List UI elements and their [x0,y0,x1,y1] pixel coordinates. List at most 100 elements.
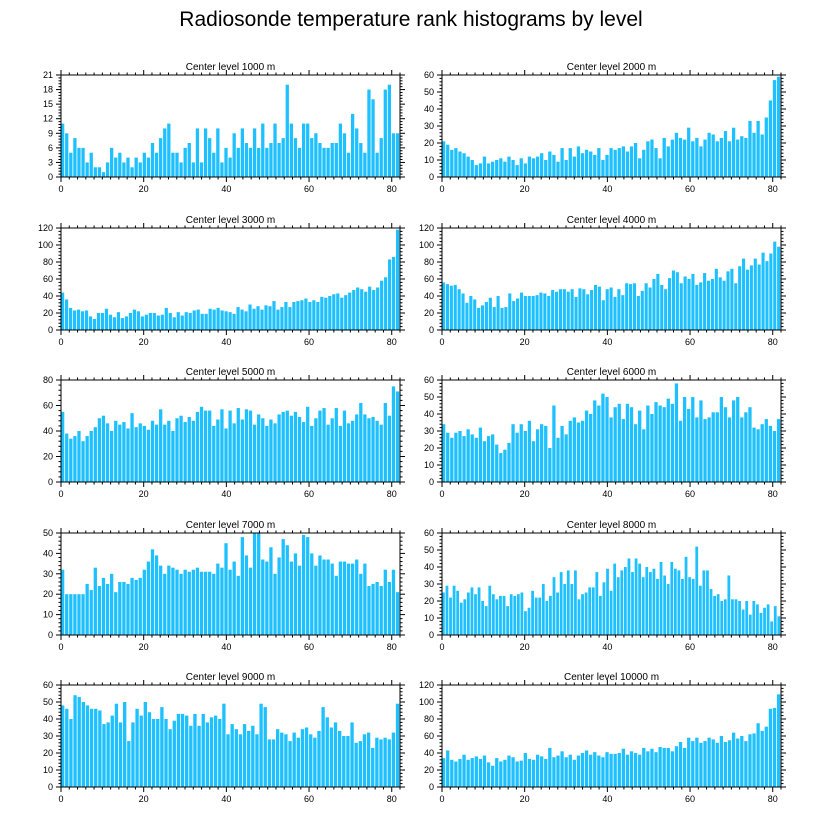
bar [148,313,152,330]
panel-title: Center level 10000 m [564,672,659,683]
bar [366,732,371,787]
bar [160,314,164,330]
bar [208,308,212,330]
bar [312,300,316,330]
bar [591,587,595,635]
y-tick-label: 0 [429,172,434,182]
bar [96,313,101,330]
bar [212,309,216,330]
bar [167,123,171,177]
bar [638,158,642,177]
bar [640,290,644,330]
bar [638,754,642,787]
bar [548,151,552,177]
bar [691,578,695,635]
chart-panel-3: Center level 3000 m 0 20 40 60 80 0 20 40 60 80 100… [38,215,405,347]
y-tick-label: 60 [424,528,434,538]
bar [391,732,396,787]
y-tick-label: 18 [43,85,53,95]
bar [199,571,204,635]
panel-title: Center level 2000 m [567,62,657,73]
bar [711,739,715,787]
bar [263,707,267,787]
bar [699,282,703,330]
bar [499,453,503,482]
bar [703,139,707,177]
bar [116,312,121,330]
bar [346,152,351,177]
bar [454,148,458,177]
bar [625,403,630,482]
chart-panel-5: Center level 5000 m 0 20 40 60 80 0 20 40 60 80 [43,367,405,499]
bar [77,696,81,787]
bar [744,137,748,177]
bar [150,143,155,177]
bar [527,607,531,635]
bar [650,748,654,787]
y-tick-label: 30 [43,569,53,579]
bar [566,291,570,330]
bar [740,417,744,482]
bar [662,137,666,177]
bar [334,143,338,177]
bar [477,307,481,330]
bar [105,584,110,635]
x-tick-label: 80 [387,794,397,804]
bar [613,296,617,330]
x-tick-label: 20 [139,794,149,804]
bar [442,424,446,482]
bar [442,758,446,787]
bar [273,123,277,177]
bar [535,429,540,482]
bar [473,299,477,330]
bar [703,273,707,330]
bar [101,415,106,482]
y-tick-label: 120 [419,680,434,690]
bar [645,567,649,635]
bar [296,737,300,787]
bar [301,535,306,635]
bar [292,301,296,330]
bar [691,273,695,330]
bar [208,410,212,482]
bar [80,311,85,330]
bar [391,133,396,177]
bar [281,138,285,177]
bar [756,120,760,177]
bar [306,406,310,482]
bar [509,594,513,635]
bar [752,601,756,635]
bar [568,148,572,177]
bar [560,425,564,482]
bar [731,599,734,635]
bar [776,694,781,787]
bar [301,422,306,482]
bar [81,702,85,787]
y-tick-label: 20 [43,748,53,758]
bar [682,747,687,787]
bar [224,147,228,177]
bar [388,259,392,330]
bar [156,315,160,330]
bar [727,141,732,177]
y-tick-label: 10 [43,610,53,620]
bar [495,160,499,177]
bar [333,722,338,787]
bar [711,412,715,482]
bar [340,297,344,330]
bar [127,741,131,787]
bar [248,567,253,635]
bar [114,157,118,177]
bar [768,100,773,177]
bar [296,301,300,330]
bar [613,149,617,177]
bar [200,313,204,330]
bar [320,296,324,330]
bar [527,758,532,787]
bar [112,317,117,330]
bar [760,424,764,482]
bar [714,268,718,330]
bar [552,757,556,787]
bar [138,577,142,635]
bar [146,157,151,177]
